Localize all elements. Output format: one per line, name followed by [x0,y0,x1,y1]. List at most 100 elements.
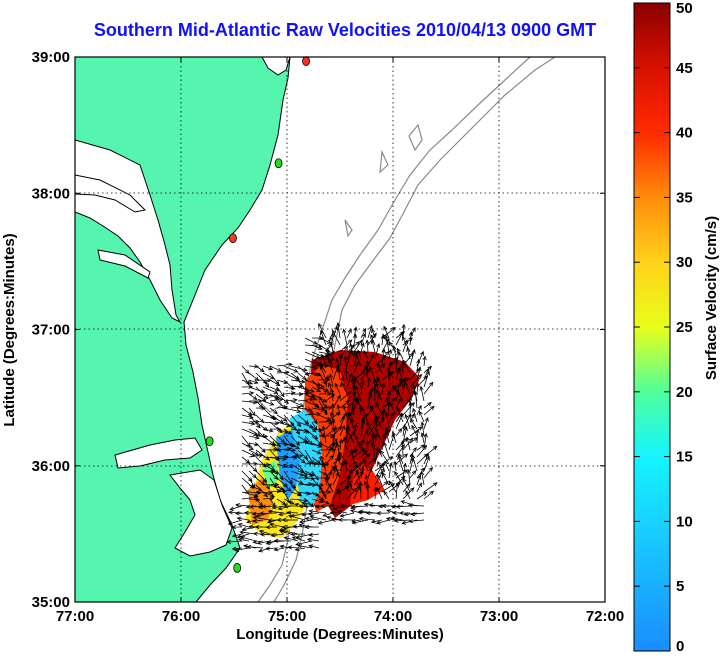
velocity-vector [307,538,320,542]
velocity-vector-head [326,339,332,344]
velocity-vector-head [317,520,323,525]
velocity-vector [290,421,300,435]
velocity-vector [340,512,355,517]
velocity-vector-head [249,414,255,420]
velocity-vector [396,407,404,423]
velocity-vector-head [391,327,396,332]
velocity-vector-head [351,518,357,523]
velocity-vector [329,374,334,388]
velocity-vector [394,519,411,522]
velocity-vector-head [304,516,310,521]
velocity-vector-head [370,441,375,447]
velocity-vector [283,386,295,390]
velocity-vector [304,407,314,414]
velocity-vector [276,421,291,427]
velocity-vector-head [378,504,383,509]
velocity-vector-head [295,430,301,435]
velocity-vector-head [400,362,405,368]
velocity-vector [360,419,364,437]
velocity-vector-head [283,482,288,488]
velocity-vector-head [328,445,334,450]
velocity-vector [374,487,377,500]
velocity-vector [290,379,305,383]
velocity-vector [311,456,321,464]
velocity-vector [255,393,266,402]
velocity-vector [398,453,404,465]
velocity-vector-head [309,397,315,402]
velocity-vector-head [355,399,360,405]
velocity-vector [423,356,426,367]
velocity-vector-head [368,503,374,508]
velocity-vector-head [255,435,260,440]
velocity-vector [287,511,299,514]
velocity-vector-head [248,477,253,482]
velocity-vector-head [390,412,394,418]
velocity-vector-head [422,444,428,450]
velocity-vector [304,449,314,464]
velocity-vector [290,406,301,409]
velocity-vector [290,414,301,427]
velocity-vector [297,483,313,486]
velocity-vector [339,391,352,402]
velocity-vector-head [299,402,305,407]
velocity-vector-head [415,428,420,434]
velocity-vector-head [313,419,318,425]
velocity-vector-head [330,357,336,362]
velocity-vector [259,530,271,535]
velocity-vector [269,435,281,447]
velocity-vector-head [360,370,366,375]
velocity-vector [318,486,327,500]
velocity-vector-head [319,329,324,335]
velocity-vector-head [350,504,356,509]
velocity-vector [371,434,376,451]
velocity-vector [297,414,309,425]
velocity-vector-head [282,417,288,422]
velocity-vector-head [353,333,358,339]
velocity-vector-head [237,537,243,542]
velocity-vector [346,373,353,388]
velocity-vector [276,484,285,493]
velocity-vector [255,414,264,423]
velocity-vector [291,512,306,517]
velocity-vector [419,411,425,423]
velocity-vector-head [301,459,306,464]
velocity-vector-head [323,471,329,476]
velocity-vector-head [342,328,347,334]
velocity-vector [238,538,250,542]
velocity-vector-head [362,328,367,333]
velocity-vector-head [268,366,274,371]
velocity-vector [396,348,404,360]
velocity-vector [387,401,390,416]
velocity-vector [334,383,341,395]
velocity-vector-head [348,481,353,487]
velocity-vector [349,412,355,423]
velocity-vector [262,435,275,446]
velocity-vector [327,350,334,360]
velocity-vector [311,470,319,481]
velocity-vector-head [432,482,438,487]
colorbar-label: Surface Velocity (cm/s) [703,216,720,380]
velocity-vector-head [408,401,413,406]
velocity-vector-head [384,430,390,436]
velocity-vector-head [373,421,378,427]
velocity-vector-head [318,485,323,491]
velocity-vector [381,338,390,353]
velocity-vector-head [271,469,276,474]
velocity-vector [363,350,369,360]
velocity-vector-head [406,347,411,352]
velocity-vector [297,398,314,402]
velocity-vector [290,442,300,450]
velocity-vector-head [326,515,331,520]
velocity-vector-head [424,417,429,422]
velocity-vector-head [319,361,324,367]
velocity-vector-head [374,427,379,433]
velocity-vector [276,448,291,451]
velocity-vector-head [337,425,342,431]
delaware-bay [261,57,291,76]
velocity-vector-head [325,500,331,505]
velocity-vector-head [374,383,380,389]
velocity-vector-head [353,375,358,381]
velocity-vector-head [273,390,279,394]
velocity-vector-head [403,453,409,458]
velocity-vector-head [360,439,365,445]
